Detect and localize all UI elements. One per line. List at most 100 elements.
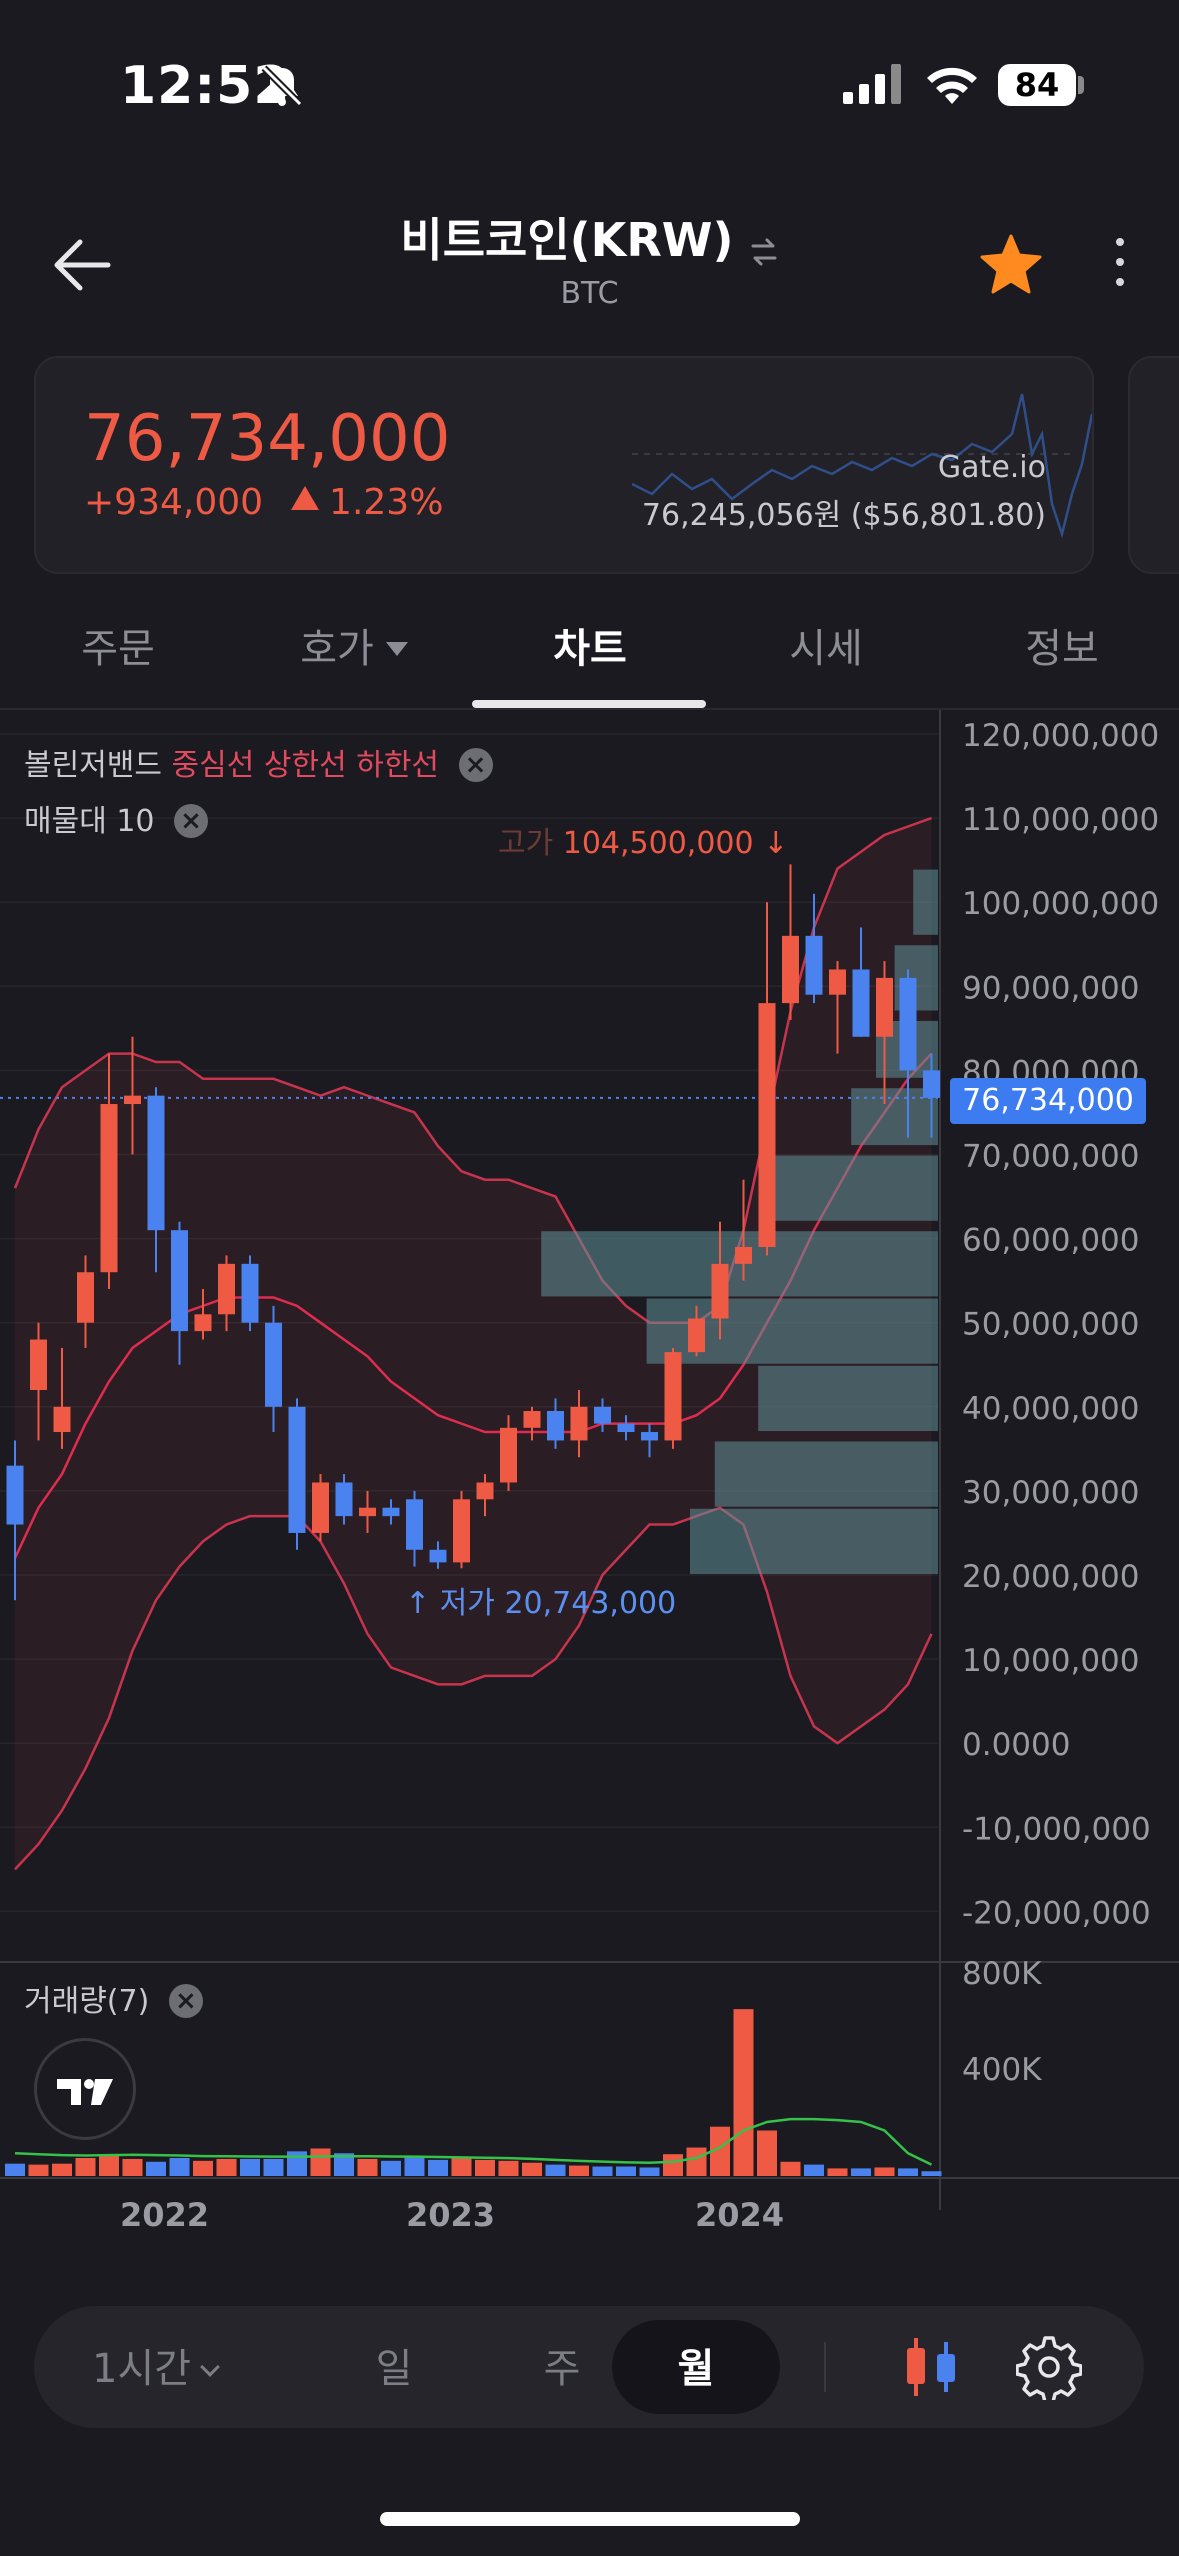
volume-label: 거래량(7) bbox=[24, 1984, 150, 2019]
exchange-price: 76,245,056원 ($56,801.80) bbox=[641, 498, 1046, 533]
day-button[interactable]: 일 bbox=[375, 2346, 413, 2392]
active-interval-pill bbox=[612, 2320, 780, 2414]
volume-bar bbox=[592, 2166, 613, 2176]
tab-chart-label: 차트 bbox=[553, 626, 627, 672]
low-prefix: 저가 bbox=[439, 1586, 495, 1621]
back-arrow-icon[interactable] bbox=[48, 230, 118, 300]
bollinger-lines: 중심선 상한선 하한선 bbox=[171, 748, 440, 783]
volume-bar bbox=[263, 2158, 284, 2176]
tab-order[interactable]: 주문 bbox=[0, 616, 236, 674]
volume-bar bbox=[851, 2168, 871, 2176]
swap-icon[interactable] bbox=[749, 237, 779, 267]
volume-bar bbox=[733, 2009, 754, 2176]
volume-bar bbox=[451, 2157, 472, 2176]
change-percent: 1.23% bbox=[329, 482, 444, 523]
more-vertical-icon[interactable] bbox=[1100, 230, 1140, 300]
candle-body bbox=[594, 1406, 611, 1424]
volume-legend[interactable]: 거래량(7) × bbox=[24, 1976, 203, 2020]
volume-bar bbox=[240, 2158, 260, 2176]
high-value: 104,500,000 bbox=[562, 826, 754, 861]
y-axis-label: 110,000,000 bbox=[962, 802, 1159, 838]
price-card[interactable]: 76,734,000 +934,000 1.23% Gate.io 76,245,… bbox=[34, 356, 1094, 574]
y-axis-label: 70,000,000 bbox=[962, 1139, 1140, 1175]
bollinger-legend[interactable]: 볼린저밴드 중심선 상한선 하한선 × bbox=[24, 740, 493, 784]
next-card-peek[interactable] bbox=[1128, 356, 1179, 574]
remove-volume-button[interactable]: × bbox=[168, 1984, 203, 2018]
remove-bollinger-button[interactable]: × bbox=[458, 748, 493, 782]
current-price: 76,734,000 bbox=[84, 402, 451, 476]
status-bar: 12:52 84 bbox=[0, 0, 1179, 170]
bell-slash-icon bbox=[261, 65, 303, 107]
high-prefix: 고가 bbox=[498, 826, 554, 861]
bollinger-label: 볼린저밴드 bbox=[24, 748, 162, 783]
volume-bar bbox=[569, 2165, 589, 2176]
page-title[interactable]: 비트코인(KRW) bbox=[400, 213, 734, 267]
candle-body bbox=[852, 969, 870, 1037]
y-axis-label: -10,000,000 bbox=[962, 1811, 1151, 1847]
candle-body bbox=[805, 935, 823, 995]
volume-profile-bar bbox=[770, 1155, 938, 1221]
volume-profile-bar bbox=[913, 869, 938, 935]
volume-ma-line bbox=[14, 2117, 933, 2166]
candle-body bbox=[782, 935, 799, 1004]
y-axis-label: 30,000,000 bbox=[962, 1475, 1140, 1511]
candle-body bbox=[570, 1406, 588, 1441]
tab-info[interactable]: 정보 bbox=[944, 616, 1179, 674]
candle-body bbox=[688, 1318, 705, 1353]
volume-bar bbox=[404, 2156, 425, 2176]
volume-profile-label: 매물대 10 bbox=[24, 804, 155, 839]
volume-bar bbox=[780, 2161, 801, 2176]
star-icon[interactable] bbox=[978, 232, 1044, 298]
candle-body bbox=[265, 1322, 282, 1407]
candle-body bbox=[664, 1352, 682, 1441]
candle-body bbox=[100, 1104, 118, 1273]
candle-body bbox=[500, 1427, 517, 1483]
candle-body bbox=[735, 1247, 752, 1264]
volume-bar bbox=[686, 2147, 707, 2176]
volume-bar bbox=[428, 2159, 448, 2176]
chart-canvas[interactable]: 120,000,000 110,000,000 100,000,000 90,000,… bbox=[0, 710, 1179, 2270]
last-price-tag: 76,734,000 bbox=[950, 1078, 1146, 1124]
month-button[interactable]: 월 bbox=[677, 2346, 715, 2392]
candle-body bbox=[758, 1003, 776, 1248]
change-amount: +934,000 bbox=[84, 482, 264, 523]
candle-body bbox=[429, 1549, 447, 1563]
high-price-marker: 고가 104,500,000 ↓ bbox=[498, 818, 788, 862]
tradingview-logo[interactable] bbox=[34, 2038, 136, 2140]
down-arrow-icon: ↓ bbox=[763, 826, 789, 861]
y-axis-label: 90,000,000 bbox=[962, 970, 1140, 1006]
volume-bar bbox=[804, 2164, 824, 2176]
tab-orderbook-label: 호가 bbox=[300, 626, 374, 672]
tab-orderbook[interactable]: 호가 bbox=[236, 616, 472, 674]
tab-chart[interactable]: 차트 bbox=[472, 616, 708, 674]
candle-body bbox=[711, 1263, 729, 1319]
volume-bar bbox=[710, 2126, 730, 2176]
volume-axis-label: 800K bbox=[962, 1956, 1042, 1992]
tab-quotes[interactable]: 시세 bbox=[708, 616, 944, 674]
candle-body bbox=[641, 1432, 658, 1441]
x-label-2023: 2023 bbox=[406, 2196, 496, 2234]
settings-gear-icon[interactable] bbox=[1016, 2334, 1082, 2400]
exchange-name: Gate.io bbox=[937, 450, 1046, 485]
volume-profile-legend[interactable]: 매물대 10 × bbox=[24, 796, 209, 840]
volume-bar bbox=[99, 2154, 119, 2176]
title-row[interactable]: 비트코인(KRW) bbox=[0, 204, 1179, 270]
price-chart[interactable]: 120,000,000 110,000,000 100,000,000 90,000,… bbox=[0, 710, 1179, 2270]
y-axis-label: 120,000,000 bbox=[962, 718, 1159, 754]
y-axis-label: 10,000,000 bbox=[962, 1643, 1140, 1679]
up-arrow-icon: ↑ bbox=[405, 1586, 431, 1621]
candle-body bbox=[617, 1423, 635, 1433]
remove-volume-profile-button[interactable]: × bbox=[174, 804, 209, 838]
chart-toolbar: 1시간 일 주 월 bbox=[34, 2306, 1144, 2428]
volume-bar bbox=[75, 2157, 96, 2176]
price-change: +934,000 1.23% bbox=[84, 482, 443, 523]
volume-bar bbox=[193, 2160, 213, 2176]
candle-body bbox=[453, 1499, 470, 1563]
wifi-icon bbox=[927, 67, 977, 104]
week-button[interactable]: 주 bbox=[543, 2346, 581, 2392]
candle-body bbox=[476, 1482, 494, 1500]
candlestick-icon[interactable] bbox=[896, 2332, 966, 2402]
y-axis-label: 0.0000 bbox=[962, 1727, 1070, 1763]
candle-body bbox=[899, 977, 917, 1071]
interval-select[interactable]: 1시간 bbox=[92, 2336, 220, 2394]
